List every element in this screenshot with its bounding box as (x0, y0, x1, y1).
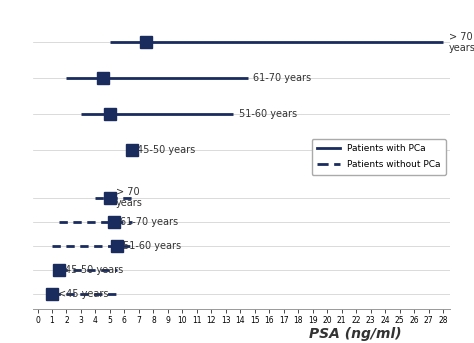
Text: 61-70 years: 61-70 years (253, 73, 311, 83)
Text: PSA (ng/ml): PSA (ng/ml) (309, 327, 402, 341)
Text: > 70
years: > 70 years (449, 32, 474, 53)
Text: 51-60 years: 51-60 years (123, 241, 181, 251)
Text: <45 years: <45 years (58, 289, 108, 299)
Text: 45-50 years: 45-50 years (65, 265, 123, 275)
Text: 61-70 years: 61-70 years (120, 217, 178, 227)
Text: 51-60 years: 51-60 years (239, 109, 297, 119)
Legend: Patients with PCa, Patients without PCa: Patients with PCa, Patients without PCa (312, 139, 446, 175)
Text: 45-50 years: 45-50 years (137, 145, 196, 155)
Text: > 70
years: > 70 years (116, 187, 143, 209)
